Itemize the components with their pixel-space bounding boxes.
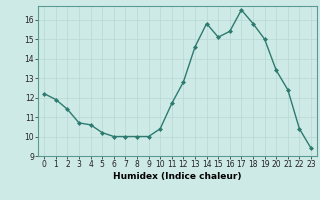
X-axis label: Humidex (Indice chaleur): Humidex (Indice chaleur) <box>113 172 242 181</box>
